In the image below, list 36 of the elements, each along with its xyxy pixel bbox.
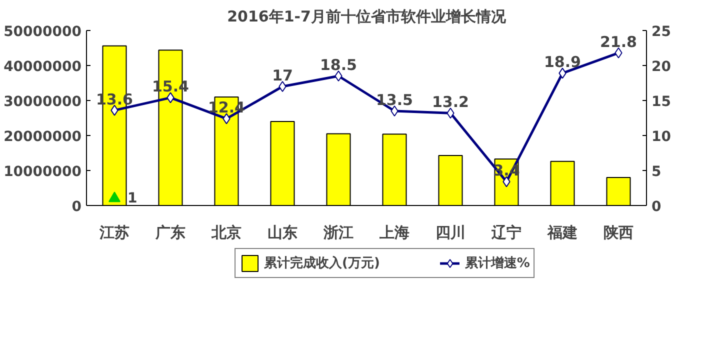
data-label: 1 bbox=[128, 190, 138, 206]
data-label: 13.5 bbox=[376, 91, 414, 109]
y-tick-label: 30000000 bbox=[4, 94, 82, 110]
y-tick-label: 0 bbox=[72, 199, 82, 215]
chart-title: 2016年1-7月前十位省市软件业增长情况 bbox=[227, 8, 507, 26]
y-tick-label: 10000000 bbox=[4, 164, 82, 180]
x-tick-label: 辽宁 bbox=[490, 224, 522, 242]
x-tick-label: 上海 bbox=[378, 224, 410, 242]
x-tick-label: 四川 bbox=[436, 224, 466, 242]
y-tick-label: 20000000 bbox=[4, 129, 82, 145]
point bbox=[334, 70, 342, 82]
x-tick-label: 广东 bbox=[154, 224, 186, 242]
data-label: 18.5 bbox=[320, 56, 358, 74]
y-tick-label: 50000000 bbox=[4, 24, 82, 40]
point bbox=[390, 106, 398, 116]
y2-tick-label: 15 bbox=[652, 94, 671, 110]
x-tick-label: 陕西 bbox=[604, 224, 634, 242]
point bbox=[278, 81, 286, 92]
y2-tick-label: 20 bbox=[652, 59, 672, 75]
data-label: 13.2 bbox=[432, 93, 470, 112]
x-tick-label: 福建 bbox=[546, 224, 578, 242]
y2-tick-label: 25 bbox=[652, 24, 671, 40]
y2-tick-label: 5 bbox=[652, 164, 662, 180]
point bbox=[108, 192, 120, 202]
y2-tick-label: 10 bbox=[652, 129, 672, 145]
legend-label: 累计增速% bbox=[464, 255, 530, 272]
data-label: 21.8 bbox=[600, 32, 638, 51]
legend-label: 累计完成收入(万元) bbox=[264, 254, 380, 272]
y2-tick-label: 0 bbox=[652, 199, 662, 215]
x-tick-label: 山东 bbox=[268, 224, 298, 242]
x-tick-label: 浙江 bbox=[322, 224, 354, 242]
data-label: 18.9 bbox=[544, 53, 582, 72]
x-tick-label: 江苏 bbox=[98, 224, 130, 242]
y-tick-label: 40000000 bbox=[4, 59, 82, 75]
x-tick-label: 北京 bbox=[210, 224, 242, 242]
data-label: 17 bbox=[272, 66, 293, 84]
